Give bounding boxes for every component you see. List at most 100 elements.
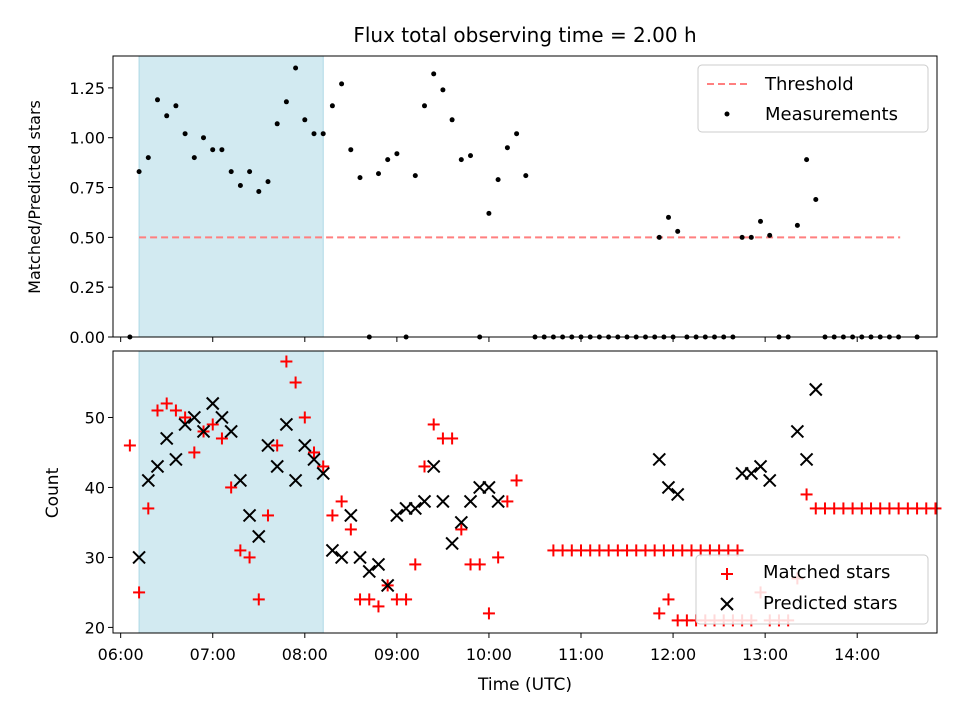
matched-star-point (298, 411, 311, 424)
predicted-star-point (744, 466, 759, 481)
matched-star-point (317, 460, 330, 473)
matched-star-point (151, 404, 164, 417)
predicted-star-point (408, 501, 422, 516)
top-x-ticks (120, 337, 858, 342)
bottom-plot-frame (112, 350, 938, 634)
predicted-star-point (298, 438, 312, 453)
matched-star-point (455, 523, 468, 536)
predicted-star-point (371, 557, 386, 572)
legend-predicted-swatch (720, 597, 734, 611)
measurement-point (422, 103, 427, 109)
top-panel: 0.00 0.25 0.50 0.75 1.00 1.25 Flux total obse… (25, 23, 938, 347)
predicted-stars-series (132, 382, 823, 593)
y-tick-label: 0.50 (69, 228, 105, 247)
measurement-point (357, 175, 363, 181)
predicted-star-point (261, 438, 275, 453)
measurement-point (412, 173, 418, 179)
bottom-x-ticks: 06:00 07:00 08:00 09:00 10:00 11:00 12:00 13:00… (98, 633, 880, 664)
measurement-point (228, 169, 234, 175)
observing-time-span-top (138, 55, 324, 338)
x-tick-label: 14:00 (834, 645, 880, 664)
y-tick-label: 50 (85, 408, 105, 427)
matched-star-point (133, 586, 146, 599)
matched-star-point (363, 593, 376, 606)
matched-star-point (289, 376, 302, 389)
measurement-point (348, 147, 354, 153)
measurement-point (376, 171, 381, 177)
measurement-point (495, 177, 501, 183)
bottom-legend-box (695, 554, 929, 625)
measurement-point (656, 234, 662, 240)
matched-star-point (326, 509, 339, 522)
measurement-point (394, 151, 400, 157)
y-tick-label: 30 (85, 548, 105, 567)
top-plot-frame (112, 55, 938, 338)
measurement-point (339, 81, 345, 87)
measurement-point (293, 65, 299, 71)
matched-stars-series (123, 355, 942, 627)
predicted-star-point (763, 473, 777, 488)
y-tick-label: 0.00 (69, 328, 105, 347)
measurement-point (468, 153, 473, 159)
predicted-star-point (463, 494, 478, 509)
measurement-point (458, 157, 464, 163)
predicted-star-point (233, 473, 248, 488)
predicted-star-point (215, 410, 229, 425)
predicted-star-point (334, 550, 349, 565)
measurement-point (385, 157, 391, 163)
measurement-point (320, 131, 326, 137)
predicted-star-point (325, 543, 340, 558)
y-tick-label: 1.00 (69, 129, 105, 148)
y-tick-label: 0.25 (69, 278, 105, 297)
predicted-star-point (196, 424, 211, 439)
matched-star-point (446, 432, 459, 445)
measurement-point (675, 228, 681, 234)
measurement-point (237, 183, 243, 188)
legend-measurements-swatch (724, 111, 730, 117)
predicted-star-point (242, 508, 257, 523)
matched-star-point (142, 502, 155, 515)
x-tick-label: 11:00 (558, 645, 604, 664)
measurement-point (739, 234, 745, 240)
measurement-point (302, 117, 308, 123)
predicted-star-point (436, 494, 450, 509)
measurement-point (523, 173, 529, 179)
matched-star-point (501, 495, 514, 508)
predicted-star-point (426, 459, 441, 474)
measurement-point (767, 232, 773, 238)
matched-star-point (234, 544, 247, 557)
bottom-y-axis-label: Count (43, 467, 63, 518)
measurement-point (274, 121, 280, 127)
measurement-point (514, 131, 520, 137)
x-tick-label: 12:00 (650, 645, 696, 664)
predicted-star-point (252, 529, 266, 544)
legend-matched-label: Matched stars (763, 562, 890, 583)
predicted-star-point (187, 410, 202, 425)
top-y-axis-label: Matched/Predicted stars (25, 100, 44, 294)
x-tick-label: 07:00 (190, 645, 236, 664)
predicted-star-point (417, 494, 432, 509)
matched-star-point (800, 488, 813, 501)
measurement-point (311, 131, 317, 137)
predicted-star-point (790, 424, 805, 439)
matched-star-point (653, 607, 666, 620)
predicted-star-point (353, 550, 367, 565)
x-tick-label: 09:00 (374, 645, 420, 664)
predicted-star-point (362, 564, 376, 579)
predicted-star-point (652, 452, 666, 467)
measurement-point (155, 97, 160, 103)
matched-star-point (372, 600, 385, 613)
matched-star-point (215, 432, 228, 445)
predicted-star-point (150, 459, 165, 474)
matched-star-point (662, 593, 675, 606)
matched-star-point (409, 558, 422, 571)
matched-star-point (492, 551, 505, 564)
predicted-star-point (445, 536, 459, 551)
predicted-star-point (159, 431, 174, 446)
predicted-star-point (316, 466, 330, 481)
matched-star-point (206, 418, 219, 431)
measurement-point (265, 179, 271, 185)
x-tick-label: 10:00 (466, 645, 512, 664)
matched-star-point (188, 446, 201, 459)
predicted-star-point (670, 487, 685, 502)
